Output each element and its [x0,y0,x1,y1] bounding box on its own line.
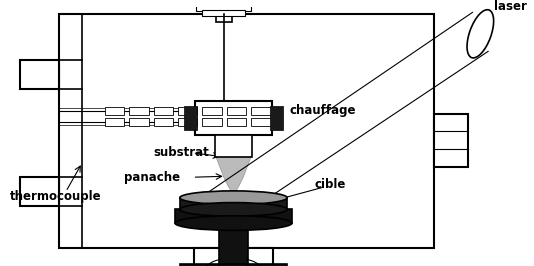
Bar [229,0,233,6]
Text: laser: laser [494,0,527,13]
Bar [214,0,219,6]
Ellipse shape [180,203,287,216]
Bar [202,107,222,115]
Bar [434,114,468,168]
Bar [153,118,173,126]
Bar [227,118,246,126]
Bar [184,106,198,130]
Bar [180,264,287,266]
Bar [195,101,272,135]
Bar [194,248,272,266]
Text: substrat: substrat [153,146,209,159]
Text: panache: panache [124,171,180,184]
Bar [178,118,198,126]
Bar [105,107,124,115]
Ellipse shape [175,216,292,230]
Bar [227,107,246,115]
Bar [129,107,148,115]
Ellipse shape [467,10,493,58]
Bar [105,118,124,126]
Bar [197,5,251,11]
Ellipse shape [180,191,287,205]
Bar [216,5,232,22]
Polygon shape [216,157,251,195]
Bar [219,264,248,266]
Text: cible: cible [315,177,346,190]
Bar [153,107,173,115]
Bar [129,118,148,126]
Text: chauffage: chauffage [289,104,356,117]
Bar [178,107,198,115]
Bar [215,135,252,157]
Bar [251,118,271,126]
Bar [202,118,222,126]
Bar [180,198,287,209]
Bar [202,10,245,16]
Bar [219,223,248,266]
Bar [59,14,434,248]
Bar [20,177,59,206]
Bar [251,107,271,115]
Bar [175,209,292,223]
Bar [20,60,59,89]
Bar [270,106,283,130]
Text: thermocouple: thermocouple [10,190,102,203]
